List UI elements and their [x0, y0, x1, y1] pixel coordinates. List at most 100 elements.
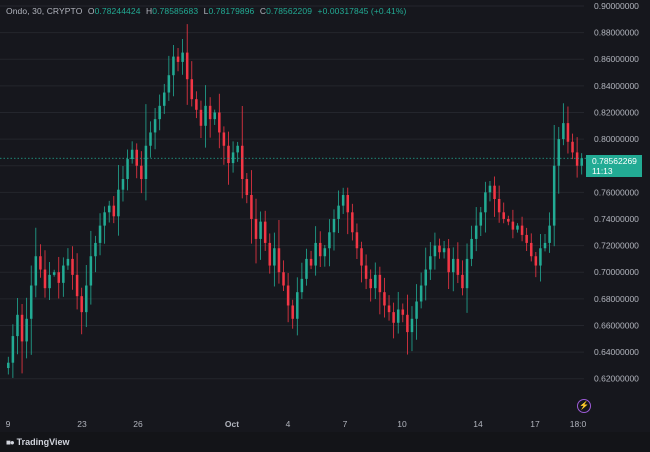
candle-body	[415, 301, 418, 319]
candle-body	[562, 123, 565, 140]
candle-body	[268, 242, 272, 266]
candle-body	[378, 274, 382, 293]
candle-body	[300, 278, 304, 293]
candle-body	[374, 274, 377, 289]
candle-body	[387, 305, 391, 313]
candle-body	[433, 245, 437, 257]
low-value: 0.78179896	[208, 6, 255, 16]
candle-body	[392, 312, 395, 323]
candle-body	[89, 256, 93, 286]
y-tick-label: 0.84000000	[594, 81, 639, 91]
candle-body	[231, 152, 235, 164]
candle-body	[282, 272, 285, 286]
candle-body	[107, 205, 111, 213]
candle-body	[401, 309, 405, 315]
candle-body	[181, 52, 184, 62]
candle-body	[571, 141, 574, 153]
candle-body	[250, 195, 253, 219]
candle-body	[52, 272, 56, 275]
tradingview-logo[interactable]: ■● TradingView	[6, 437, 70, 447]
candle-body	[566, 123, 570, 142]
candle-body	[452, 258, 455, 273]
candle-body	[75, 274, 79, 297]
candle-body	[442, 248, 446, 253]
y-tick-label: 0.66000000	[594, 320, 639, 330]
candle-body	[543, 242, 547, 249]
candle-body	[7, 362, 10, 369]
candle-body	[369, 278, 372, 289]
candle-body	[511, 221, 515, 230]
candle-body	[176, 56, 180, 62]
candle-body	[66, 258, 70, 266]
candle-body	[406, 314, 409, 333]
candle-body	[208, 105, 212, 120]
high-label: H	[146, 6, 153, 16]
candle-body	[438, 245, 441, 253]
candle-body	[213, 112, 216, 120]
candle-body	[479, 212, 483, 226]
candle-body	[254, 218, 258, 239]
candle-body	[98, 225, 102, 243]
candle-body	[236, 145, 239, 153]
candle-body	[328, 232, 331, 249]
candle-body	[103, 212, 106, 226]
x-tick-label: 9	[6, 419, 11, 429]
candle-body	[318, 242, 322, 257]
candle-body	[121, 179, 125, 190]
candle-body	[117, 189, 120, 217]
x-tick-label: Oct	[225, 419, 239, 429]
x-tick-label: 10	[397, 419, 407, 429]
y-tick-label: 0.76000000	[594, 187, 639, 197]
candle-body	[309, 258, 313, 266]
candle-body	[461, 274, 464, 289]
candle-body	[346, 195, 350, 213]
candle-body	[263, 221, 267, 243]
price-chart[interactable]: 0.90000000 0.88000000 0.86000000 0.84000000…	[0, 0, 650, 432]
candle-body	[419, 285, 423, 302]
y-tick-label: 0.68000000	[594, 294, 639, 304]
candle-body	[516, 225, 519, 230]
current-price-tag: 0.78562269 11:13	[586, 155, 642, 177]
candle-body	[291, 305, 294, 319]
symbol-label[interactable]: Ondo, 30, CRYPTO	[6, 6, 83, 16]
candle-body	[525, 234, 528, 243]
x-tick-label: 7	[343, 419, 348, 429]
candle-body	[80, 296, 83, 313]
candle-body	[396, 309, 400, 323]
open-value: 0.78244424	[94, 6, 141, 16]
candle-body	[529, 242, 533, 257]
candle-body	[323, 248, 327, 257]
close-value: 0.78562209	[266, 6, 313, 16]
y-tick-label: 0.72000000	[594, 241, 639, 251]
candle-body	[39, 256, 42, 270]
low-label: L	[203, 6, 209, 16]
candle-body	[140, 165, 143, 180]
candle-body	[424, 269, 427, 286]
candle-body	[429, 256, 432, 270]
candle-body	[149, 132, 152, 146]
candle-body	[25, 318, 28, 342]
candle-body	[314, 242, 317, 266]
x-tick-label: 23	[77, 419, 87, 429]
candle-body	[62, 265, 65, 283]
y-tick-label: 0.64000000	[594, 347, 639, 357]
candle-body	[364, 265, 368, 279]
candle-body	[29, 285, 33, 319]
candle-body	[332, 218, 336, 233]
x-tick-label: 17	[530, 419, 540, 429]
y-tick-label: 0.82000000	[594, 107, 639, 117]
lightning-icon[interactable]: ⚡	[577, 399, 591, 413]
candle-body	[497, 199, 501, 213]
candle-body	[286, 285, 290, 306]
y-tick-label: 0.80000000	[594, 134, 639, 144]
candle-body	[410, 318, 414, 333]
candle-body	[144, 145, 148, 180]
candle-body	[245, 179, 249, 196]
bar-countdown: 11:13	[592, 166, 613, 176]
candle-body	[259, 221, 262, 239]
candle-body	[580, 158, 583, 166]
candle-body	[240, 145, 244, 180]
candle-body	[48, 274, 51, 289]
candle-body	[575, 152, 579, 166]
